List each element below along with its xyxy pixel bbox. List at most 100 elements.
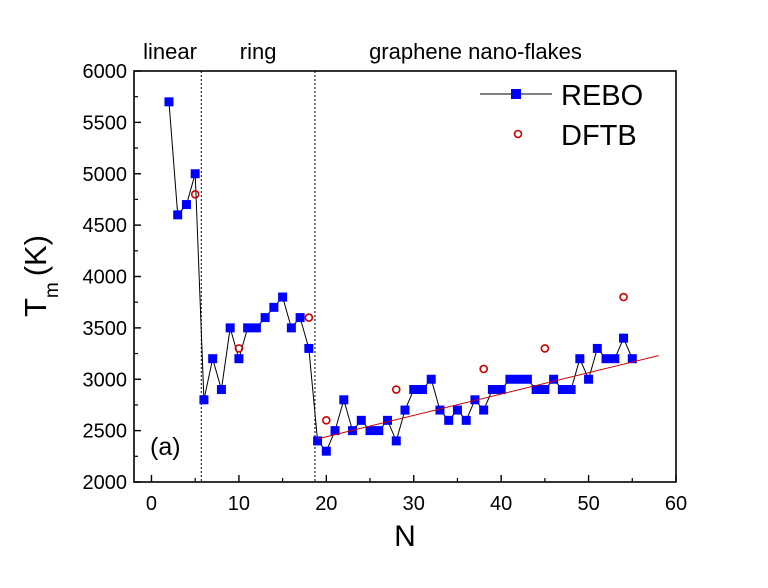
y-tick-label: 5000 <box>83 164 128 186</box>
data-point <box>435 405 445 415</box>
x-axis: 0 10 20 30 40 50 60 <box>146 475 687 515</box>
y-tick-label: 6000 <box>83 61 128 83</box>
data-point <box>278 292 288 302</box>
y-axis-label-unit: (K) <box>18 235 53 276</box>
y-tick-label: 4000 <box>83 267 128 289</box>
svg-text:Tm(K): Tm (K) <box>18 235 63 317</box>
y-axis-label: Tm (K) <box>18 235 63 317</box>
data-point <box>619 333 629 343</box>
data-point <box>479 364 488 374</box>
data-point <box>199 395 209 405</box>
data-point <box>409 385 419 395</box>
data-point <box>225 323 235 333</box>
data-point <box>391 436 401 446</box>
legend-entry-dftb: DFTB <box>513 120 637 152</box>
data-point <box>365 426 375 436</box>
x-tick-label: 30 <box>403 493 425 515</box>
series-line <box>168 101 633 453</box>
x-tick-label: 40 <box>490 493 512 515</box>
series-dftb <box>190 190 628 425</box>
region-label-0: linear <box>143 39 197 64</box>
data-point <box>286 323 296 333</box>
data-point <box>601 354 611 364</box>
data-point <box>260 313 270 323</box>
data-point <box>391 385 401 394</box>
region-label-2: graphene nano-flakes <box>369 39 582 64</box>
data-point <box>426 374 436 384</box>
data-point <box>234 344 244 353</box>
x-tick-label: 50 <box>577 493 599 515</box>
data-point <box>619 292 628 302</box>
data-point <box>557 385 567 395</box>
data-point <box>514 374 524 384</box>
data-point <box>243 323 253 333</box>
y-tick-label: 5500 <box>83 112 128 134</box>
y-tick-label: 3000 <box>83 369 128 391</box>
data-point <box>216 385 226 395</box>
data-point <box>251 323 261 333</box>
x-tick-label: 60 <box>665 493 687 515</box>
data-point <box>522 374 532 384</box>
data-point <box>461 415 471 425</box>
data-point <box>295 313 305 323</box>
data-point <box>452 405 462 415</box>
data-point <box>383 415 393 425</box>
data-point <box>566 385 576 395</box>
data-point <box>487 385 497 395</box>
data-point <box>304 343 314 353</box>
data-point <box>592 343 602 353</box>
data-point <box>549 374 559 384</box>
legend: REBO DFTB <box>480 80 643 152</box>
legend-entry-rebo: REBO <box>480 80 643 112</box>
y-axis-label-sub: m <box>42 282 63 298</box>
data-point <box>339 395 349 405</box>
region-labels: linear ring graphene nano-flakes <box>143 39 582 64</box>
y-axis-label-main: T <box>18 298 53 317</box>
data-point <box>470 395 480 405</box>
y-axis: 2000 2500 3000 3500 4000 4500 5000 5500 6000 <box>83 61 141 494</box>
data-point <box>400 405 410 415</box>
data-point <box>540 344 550 353</box>
data-point <box>269 302 279 312</box>
x-axis-label: N <box>394 520 416 553</box>
data-point <box>584 374 594 384</box>
data-point <box>208 354 218 364</box>
data-point <box>173 210 183 220</box>
x-tick-label: 20 <box>315 493 337 515</box>
y-tick-label: 2500 <box>83 421 128 443</box>
x-tick-label: 10 <box>228 493 250 515</box>
y-tick-label: 3500 <box>83 318 128 340</box>
data-point <box>444 415 454 425</box>
data-point <box>505 374 515 384</box>
panel-label: (a) <box>150 433 181 461</box>
data-point <box>190 169 200 179</box>
data-point <box>304 313 314 322</box>
legend-label-rebo: REBO <box>561 80 643 112</box>
data-point <box>374 426 384 436</box>
data-point <box>190 190 200 199</box>
data-point <box>496 385 506 395</box>
data-point <box>531 385 541 395</box>
region-dividers <box>200 71 316 482</box>
data-point <box>479 405 489 415</box>
y-tick-label: 2000 <box>83 472 128 494</box>
data-point <box>313 436 323 446</box>
x-tick-label: 0 <box>146 493 157 515</box>
data-point <box>356 415 366 425</box>
data-point <box>164 97 174 107</box>
data-point <box>181 200 191 210</box>
y-tick-label: 4500 <box>83 215 128 237</box>
data-point <box>610 354 620 364</box>
series-layer <box>164 97 659 456</box>
data-point <box>540 385 550 395</box>
data-point <box>417 385 427 395</box>
fit-line <box>317 355 659 440</box>
data-point <box>330 426 340 436</box>
data-point <box>627 354 637 364</box>
data-point <box>234 354 244 364</box>
data-point <box>322 416 331 425</box>
region-label-1: ring <box>240 39 277 64</box>
data-point <box>575 354 585 364</box>
data-point <box>321 446 331 456</box>
